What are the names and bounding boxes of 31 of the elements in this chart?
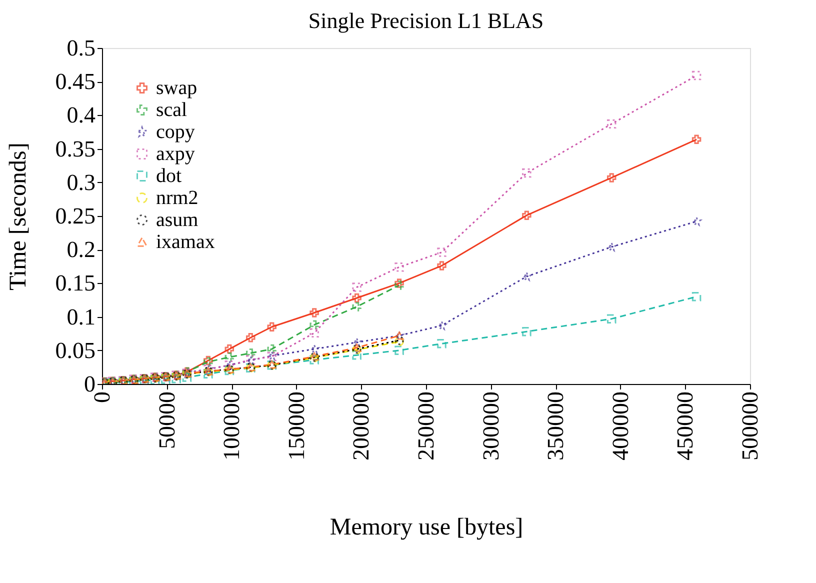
- x-tick-label: 200000: [348, 392, 374, 460]
- legend-label: ixamax: [156, 231, 215, 253]
- legend-label: scal: [156, 99, 188, 121]
- y-tick-label: 0.2: [66, 237, 96, 262]
- legend-label: nrm2: [156, 187, 198, 209]
- y-tick-label: 0.25: [55, 204, 96, 228]
- y-tick-label: 0.3: [66, 170, 96, 195]
- y-tick-label: 0.45: [55, 69, 96, 94]
- x-tick-label: 500000: [738, 392, 762, 460]
- legend-label: dot: [156, 165, 182, 187]
- x-tick-label: 250000: [414, 392, 438, 460]
- x-tick-label: 150000: [284, 392, 309, 460]
- legend-label: axpy: [156, 143, 195, 165]
- y-tick-label: 0.35: [55, 136, 96, 162]
- y-tick-label: 0.1: [66, 304, 96, 330]
- legend-label: asum: [156, 209, 199, 231]
- x-tick-label: 100000: [219, 392, 244, 460]
- x-tick-label: 50000: [154, 392, 180, 449]
- x-axis-title: Memory use [bytes]: [330, 514, 524, 540]
- y-tick-label: 0.15: [55, 270, 96, 296]
- x-tick-label: 350000: [543, 392, 568, 460]
- y-tick-label: 0.5: [66, 36, 96, 60]
- legend-label: swap: [156, 77, 198, 99]
- x-tick-label: 450000: [672, 392, 698, 460]
- y-axis-title: Time [seconds]: [5, 142, 32, 290]
- x-tick-label: 300000: [478, 392, 504, 460]
- y-tick-label: 0.4: [66, 102, 96, 128]
- x-tick-label: 400000: [608, 392, 633, 460]
- legend-label: copy: [156, 121, 195, 143]
- y-tick-label: 0.05: [55, 338, 96, 363]
- chart-title: Single Precision L1 BLAS: [308, 8, 544, 33]
